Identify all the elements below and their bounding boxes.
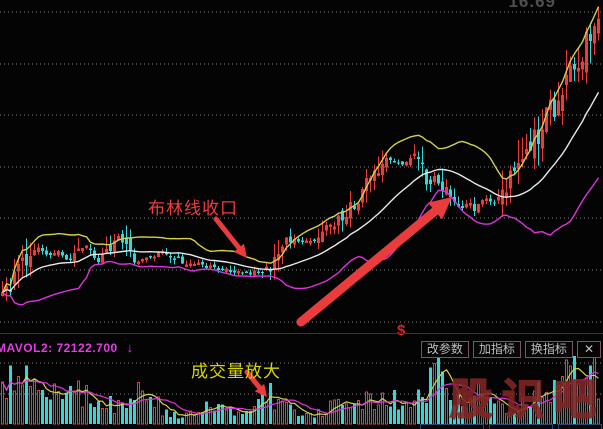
panel-divider: [0, 333, 603, 334]
bottom-axis-box: [489, 424, 553, 429]
watermark-gushiba: 股识吧: [449, 375, 603, 424]
annotation-bollinger-squeeze: 布林线收口: [148, 199, 238, 218]
bottom-axis-box: [558, 424, 602, 429]
close-icon[interactable]: ✕: [576, 341, 601, 358]
annotation-volume-expand: 成交量放大: [191, 362, 281, 381]
mavol2-indicator-label: MAVOL2: 72122.700 ↓: [0, 340, 134, 355]
bottom-axis-box: [420, 424, 484, 429]
price-axis-top-label: 16.69: [508, 0, 556, 11]
dollar-marker: $: [397, 322, 406, 339]
indicator-toolbar: 改参数 加指标 换指标 ✕: [420, 341, 601, 358]
switch-indicator-button[interactable]: 换指标: [524, 341, 573, 358]
change-params-button[interactable]: 改参数: [420, 341, 469, 358]
down-arrow-icon: ↓: [126, 340, 134, 355]
add-indicator-button[interactable]: 加指标: [472, 341, 521, 358]
mavol2-value: MAVOL2: 72122.700: [0, 341, 118, 355]
